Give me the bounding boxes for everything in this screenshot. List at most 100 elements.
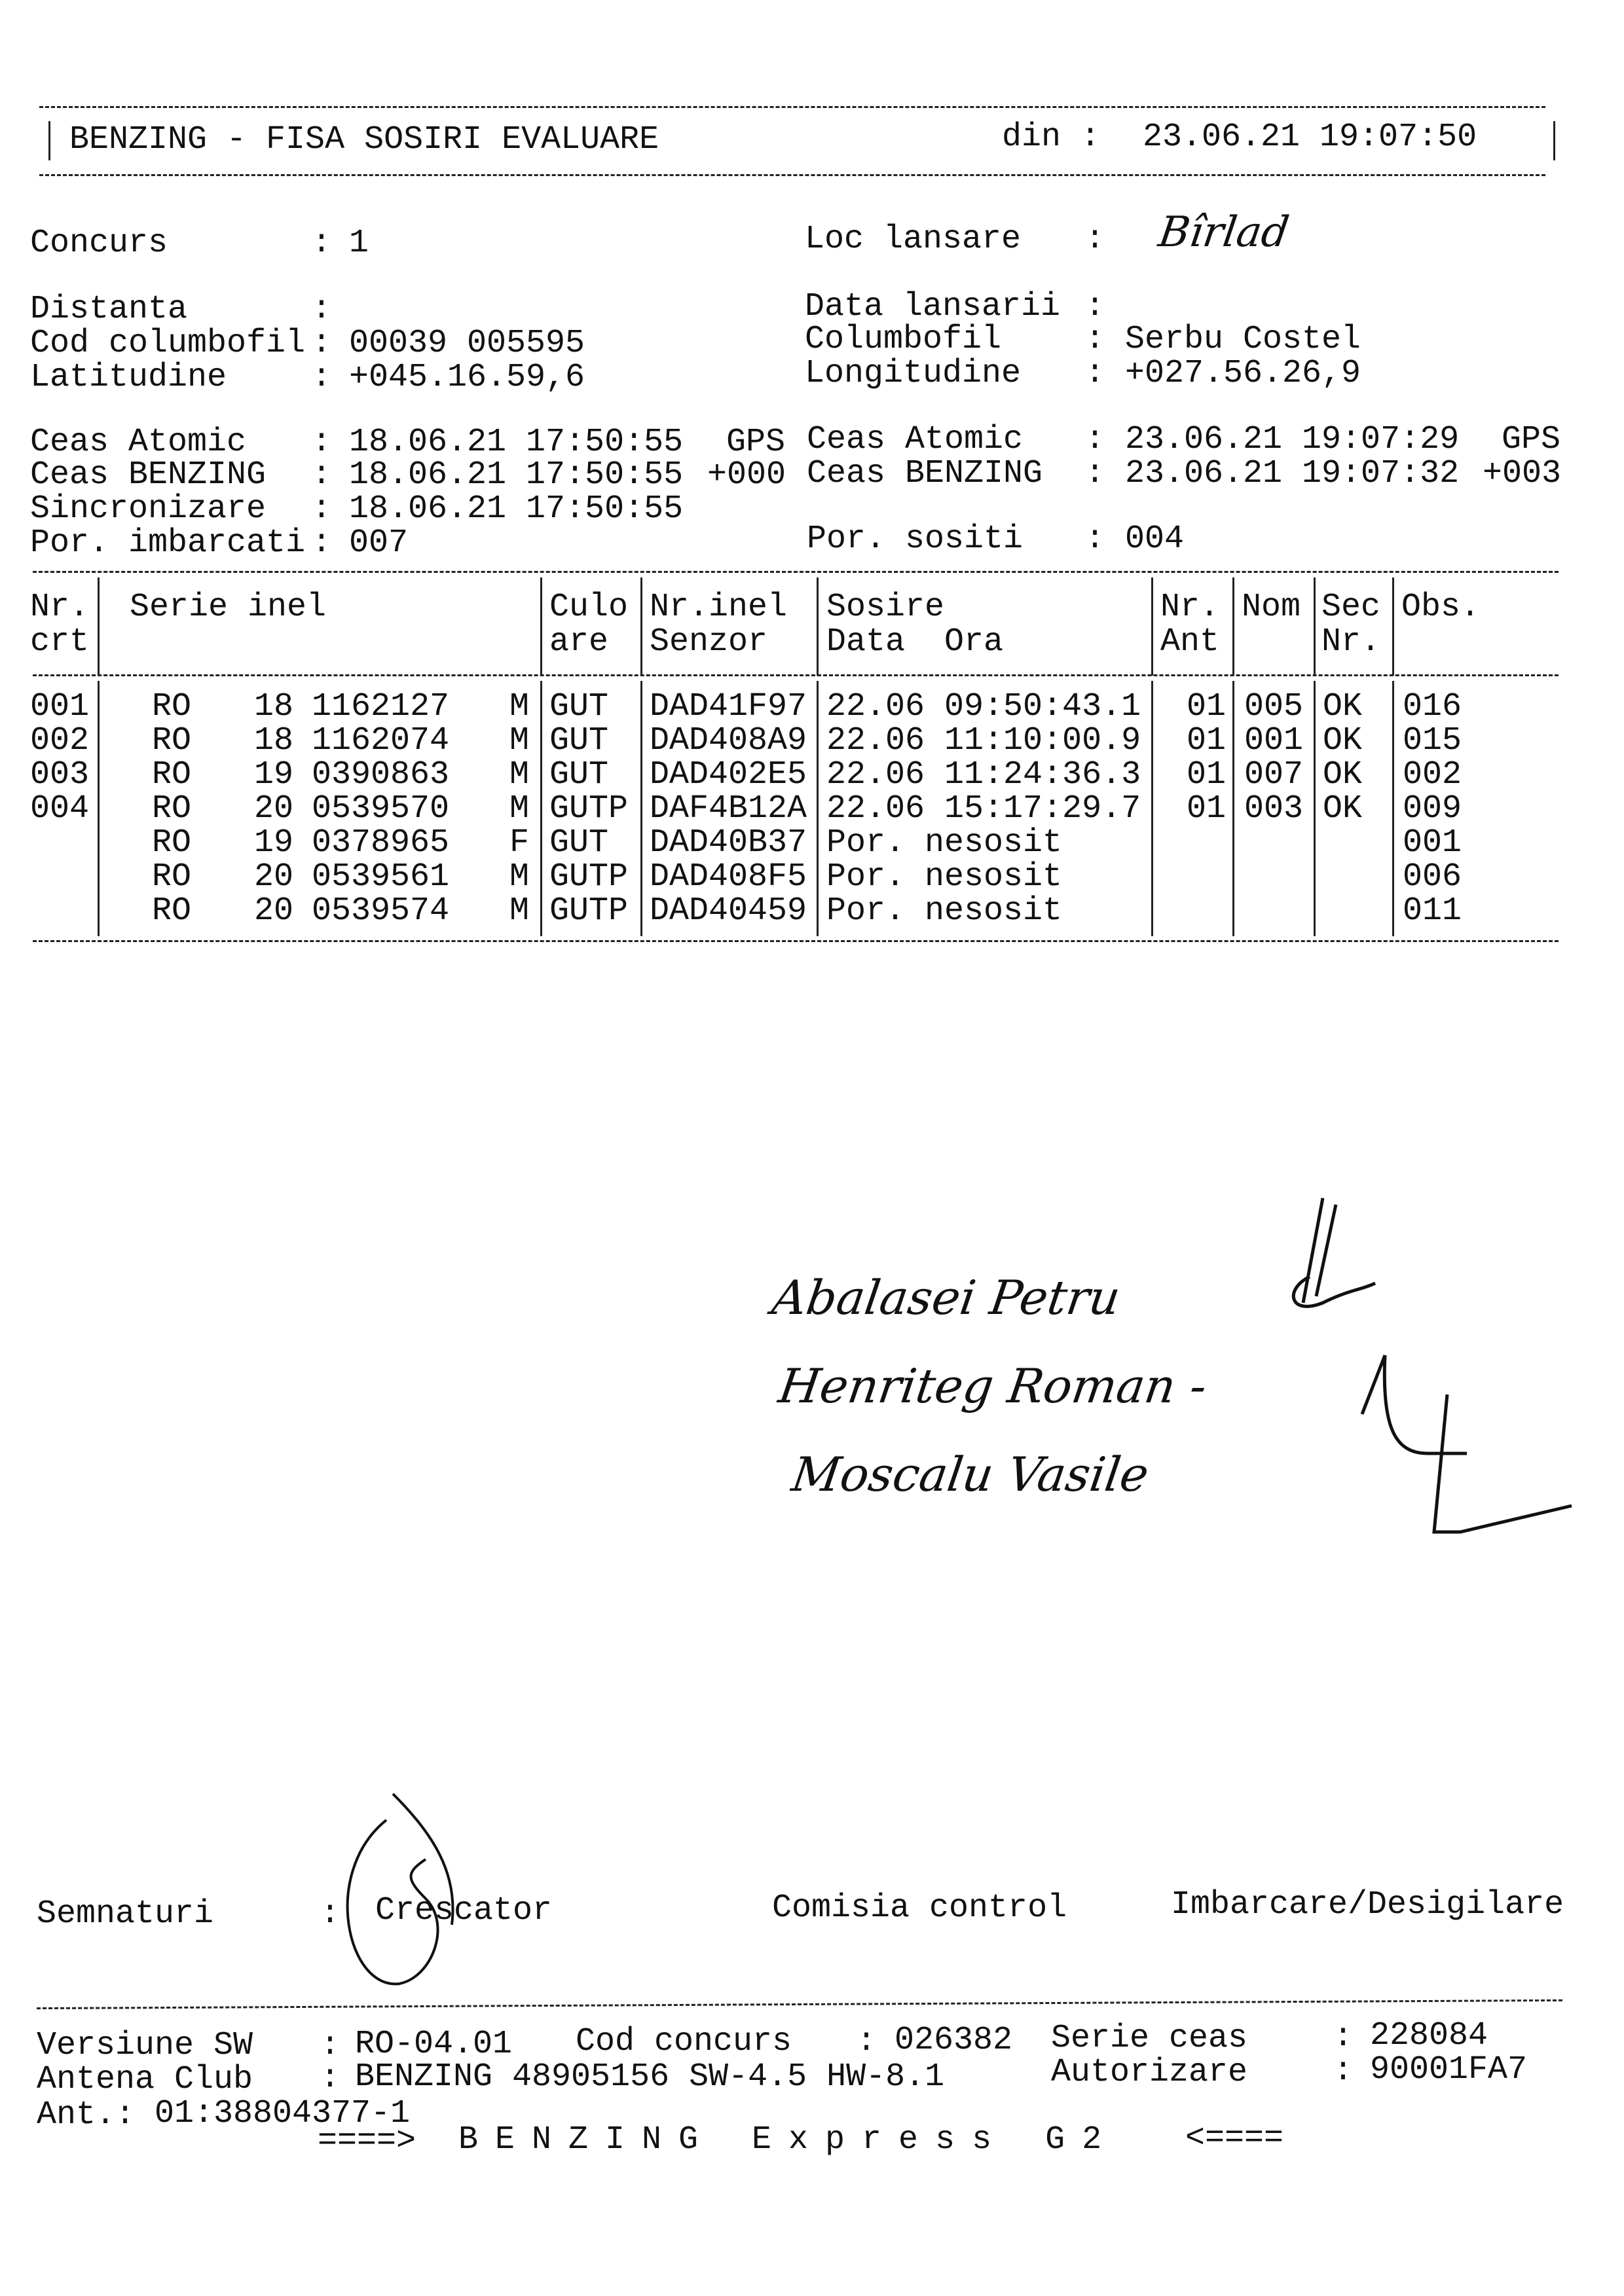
cell-nr: 004 [30,790,90,828]
distanta-label: Distanta [30,291,188,328]
ceas-benzing-end-value: 23.06.21 19:07:32 [1125,455,1460,492]
cell-sec: OK [1323,688,1363,725]
comisia-control-label: Comisia control [772,1889,1067,1927]
data-lansarii-label: Data lansarii [805,288,1061,325]
cell-tara: RO [152,756,192,793]
cell-inel: 0539574 [312,892,450,930]
columbofil-value: Serbu Costel [1125,321,1361,358]
table-column-divider [1392,577,1394,676]
cell-obs: 001 [1403,824,1462,862]
cod-concurs-label: Cod concurs [576,2023,792,2060]
cell-an: 20 [254,858,294,896]
cell-senzor: DAD40B37 [650,824,807,862]
table-header-separator [33,674,1559,676]
latitudine-label: Latitudine [30,359,227,396]
col-header-data-ora: Data Ora [826,623,1004,661]
colon: : [312,359,332,396]
col-header-culoare-1: Culo [549,589,629,626]
table-column-divider [540,681,542,936]
col-header-nr-ant-2: Ant [1160,623,1220,661]
cell-sosire: Por. nesosit [826,824,1063,862]
cell-tara: RO [152,892,192,930]
por-sositi-value: 004 [1125,520,1185,558]
table-column-divider [817,681,819,936]
col-header-culoare-2: are [549,623,609,661]
cell-senzor: DAD402E5 [650,756,807,793]
cell-nr: 003 [30,756,90,793]
table-column-divider [1232,577,1234,676]
colon: : [1333,2052,1354,2090]
signature-crescator [346,1793,454,1986]
cell-inel: 0539561 [312,858,450,896]
cell-inel: 0539570 [312,790,450,828]
colon: : [320,2060,341,2097]
crescator-label: Crescator [375,1892,553,1929]
ceas-atomic-start-suffix: GPS [726,424,786,461]
table-column-divider [98,681,100,936]
colon: : [320,2027,341,2064]
header-right-border [1553,121,1555,160]
colon: : [1085,421,1105,458]
longitudine-label: Longitudine [805,355,1022,392]
colon: : [312,225,332,262]
sincronizare-value: 18.06.21 17:50:55 [349,490,684,528]
ceas-benzing-start-label: Ceas BENZING [30,456,267,494]
col-header-nr: Nr. [30,589,90,626]
header-left-border [48,121,50,160]
cell-senzor: DAD40459 [650,892,807,930]
autorizare-label: Autorizare [1051,2054,1248,2091]
colon: : [857,2023,877,2060]
cell-culoare: GUTP [549,790,629,828]
cell-culoare: GUT [549,756,609,793]
cell-ant: 01 [1187,722,1227,759]
cell-senzor: DAD41F97 [650,688,807,725]
cell-sex: M [509,858,530,896]
colon: : [1085,321,1105,358]
longitudine-value: +027.56.26,9 [1125,355,1361,392]
colon: : [312,291,332,328]
cell-sec: OK [1323,790,1363,828]
cell-obs: 009 [1403,790,1462,828]
cell-an: 20 [254,892,294,930]
col-header-nom: Nom [1242,589,1301,626]
cell-sosire: 22.06 15:17:29.7 [826,790,1141,828]
ant-value: 01:38804377-1 [155,2095,411,2132]
cell-an: 19 [254,824,294,862]
latitudine-value: +045.16.59,6 [349,359,585,396]
cell-nr: 002 [30,722,90,759]
col-header-nr-ant-1: Nr. [1160,589,1220,626]
header-top-border [39,106,1545,108]
cell-nr: 001 [30,688,90,725]
cell-inel: 1162074 [312,722,450,759]
cell-culoare: GUTP [549,892,629,930]
colon: : [320,1895,341,1933]
concurs-value: 1 [349,225,369,262]
cell-sosire: 22.06 09:50:43.1 [826,688,1141,725]
table-column-divider [1232,681,1234,936]
colon: : [1085,455,1105,492]
cell-culoare: GUT [549,824,609,862]
por-imbarcati-value: 007 [349,524,409,562]
cell-ant: 01 [1187,790,1227,828]
autorizare-value: 90001FA7 [1370,2051,1528,2088]
colon: : [312,456,332,494]
handwritten-name-1: Abalasei Petru [769,1270,1124,1325]
cell-nom: 007 [1244,756,1304,793]
colon: : [312,325,332,362]
cell-culoare: GUTP [549,858,629,896]
cell-culoare: GUT [549,722,609,759]
colon: : [1333,2018,1354,2056]
cell-an: 18 [254,688,294,725]
ceas-benzing-end-suffix: +003 [1483,455,1562,492]
concurs-label: Concurs [30,225,168,262]
table-column-divider [1314,577,1316,676]
col-header-serie-inel: Serie inel [130,589,327,626]
cod-columbofil-value: 00039 005595 [349,325,585,362]
cod-concurs-value: 026382 [895,2022,1013,2059]
table-column-divider [1314,681,1316,936]
ceas-atomic-end-label: Ceas Atomic [807,421,1024,458]
col-header-crt: crt [30,623,90,661]
table-column-divider [1151,681,1153,936]
cell-sex: M [509,892,530,930]
col-header-sosire: Sosire [826,589,945,626]
